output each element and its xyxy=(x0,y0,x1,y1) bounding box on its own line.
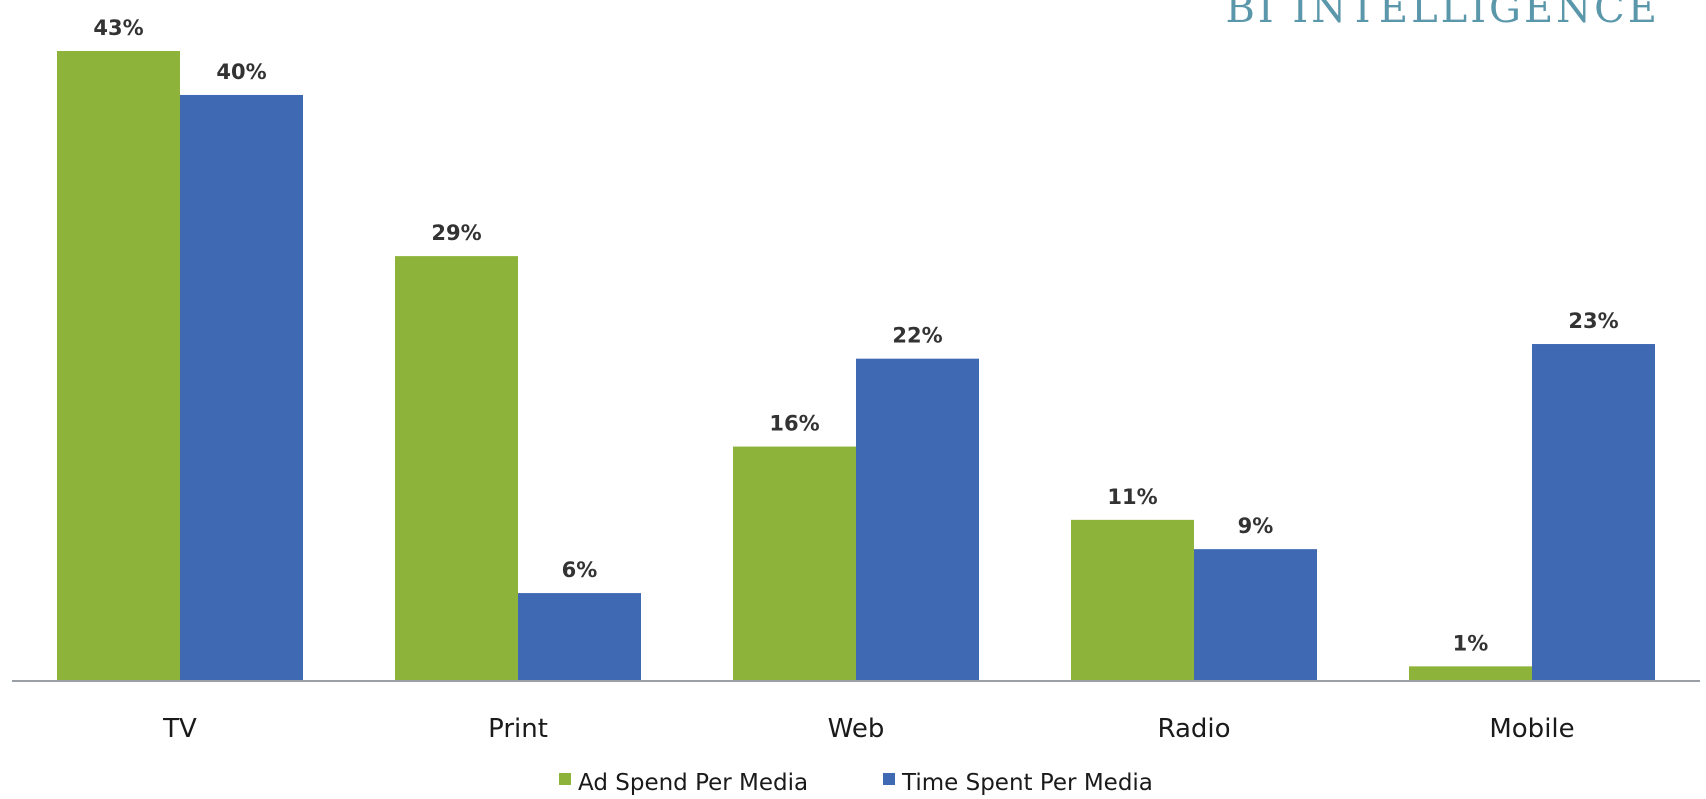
data-label: 23% xyxy=(1568,309,1618,333)
data-label: 6% xyxy=(562,558,598,582)
x-tick-label: Print xyxy=(488,714,548,744)
x-tick-label: Web xyxy=(828,714,885,744)
data-label: 43% xyxy=(93,16,143,40)
bar-web-series-1 xyxy=(733,446,856,681)
bars-layer xyxy=(57,51,1655,681)
legend: Ad Spend Per Media Time Spent Per Media xyxy=(559,770,1153,796)
x-tick-label: Mobile xyxy=(1489,714,1574,744)
bar-web-series-2 xyxy=(856,358,979,681)
data-label: 1% xyxy=(1453,631,1489,655)
bar-print-series-1 xyxy=(395,256,518,681)
data-label: 22% xyxy=(892,324,942,348)
x-tick-label: TV xyxy=(162,714,197,744)
legend-swatch xyxy=(559,773,571,785)
legend-label: Ad Spend Per Media xyxy=(578,770,808,796)
bar-mobile-series-2 xyxy=(1532,344,1655,681)
data-label: 9% xyxy=(1238,514,1274,538)
bar-radio-series-1 xyxy=(1071,519,1194,681)
bar-mobile-series-1 xyxy=(1409,666,1532,681)
legend-label: Time Spent Per Media xyxy=(901,770,1153,796)
data-label: 16% xyxy=(769,412,819,436)
legend-swatch xyxy=(883,773,895,785)
bar-tv-series-2 xyxy=(180,94,303,681)
bar-radio-series-2 xyxy=(1194,549,1317,681)
brand-logo-text: BI INTELLIGENCE xyxy=(1226,0,1660,32)
bar-print-series-2 xyxy=(518,593,641,681)
data-label: 40% xyxy=(216,60,266,84)
data-label: 29% xyxy=(431,221,481,245)
x-tick-label: Radio xyxy=(1157,714,1230,744)
data-label: 11% xyxy=(1107,485,1157,509)
labels-layer: 43% 40% TV 29% 6% Print 16% 22% Web 11% 9% Radio 1% 2… xyxy=(93,16,1618,744)
bar-tv-series-1 xyxy=(57,51,180,681)
